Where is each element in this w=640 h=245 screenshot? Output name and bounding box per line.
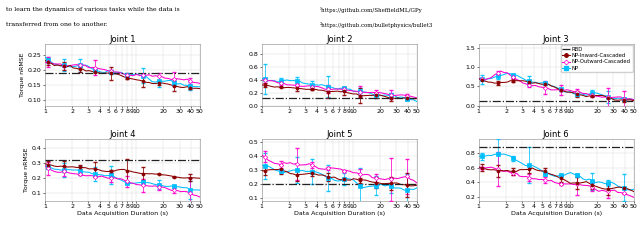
Title: Joint 5: Joint 5 [326,130,353,139]
Title: Joint 4: Joint 4 [109,130,136,139]
Y-axis label: Torque nRMSE: Torque nRMSE [20,53,26,97]
X-axis label: Data Acquisition Duration (s): Data Acquisition Duration (s) [511,211,602,216]
Title: Joint 6: Joint 6 [543,130,570,139]
Legend: RBD, NP-Inward-Cascaded, NP-Outward-Cascaded, NP: RBD, NP-Inward-Cascaded, NP-Outward-Casc… [561,45,632,72]
Title: Joint 2: Joint 2 [326,35,353,44]
X-axis label: Data Acquisition Duration (s): Data Acquisition Duration (s) [77,211,168,216]
Text: transferred from one to another.: transferred from one to another. [6,22,108,27]
Title: Joint 1: Joint 1 [109,35,136,44]
Y-axis label: Torque nRMSE: Torque nRMSE [24,148,29,192]
X-axis label: Data Acquisition Duration (s): Data Acquisition Duration (s) [294,211,385,216]
Text: to learn the dynamics of various tasks while the data is: to learn the dynamics of various tasks w… [6,7,180,12]
Title: Joint 3: Joint 3 [543,35,570,44]
Text: ²https://github.com/bulletphysics/bullet3: ²https://github.com/bulletphysics/bullet… [320,22,433,28]
Text: ¹https://github.com/SheffieldML/GPy: ¹https://github.com/SheffieldML/GPy [320,7,423,13]
